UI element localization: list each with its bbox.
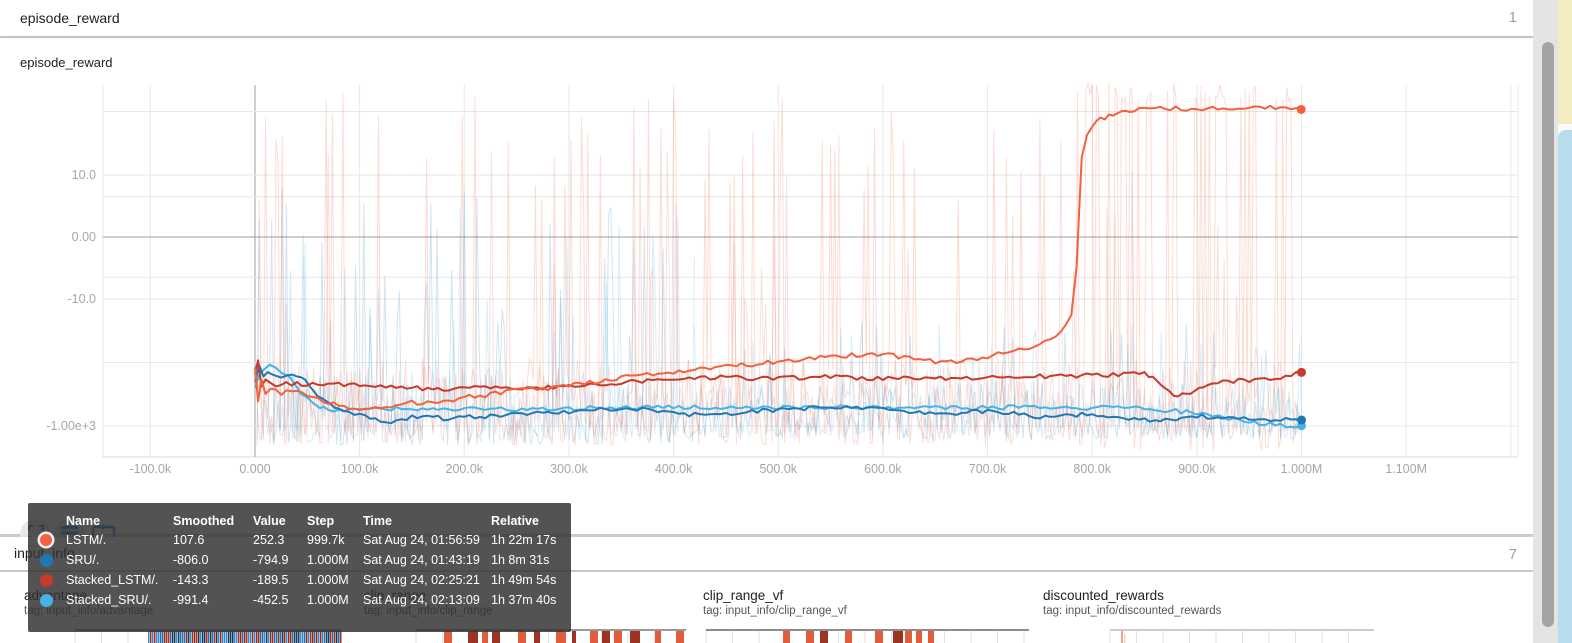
card-title: clip_range_vf — [703, 588, 784, 603]
tooltip-cell-value: 252.3 — [253, 533, 285, 547]
smoothed-line-LSTM/. — [254, 104, 1302, 411]
smoothed-line-SRU/. — [254, 364, 1302, 425]
tooltip-cell-smoothed: -806.0 — [173, 553, 209, 567]
tooltip-row-lstm: LSTM/. 107.6 252.3 999.7k Sat Aug 24, 01:56:… — [28, 530, 571, 550]
col-time: Time — [363, 514, 392, 528]
tooltip-cell-step: 1.000M — [307, 573, 349, 587]
x-tick-label: 500.0k — [759, 462, 797, 476]
tooltip-cell-relative: 1h 49m 54s — [491, 573, 557, 587]
x-tick-label: 200.0k — [446, 462, 484, 476]
scrollbar-thumb[interactable] — [1542, 42, 1554, 627]
tooltip-cell-time: Sat Aug 24, 01:56:59 — [363, 533, 480, 547]
tooltip-cell-smoothed: -143.3 — [173, 573, 209, 587]
tooltip-cell-time: Sat Aug 24, 02:13:09 — [363, 593, 480, 607]
tooltip-cell-value: -794.9 — [253, 553, 289, 567]
section-count-badge: 7 — [1508, 546, 1517, 563]
right-strip-yellow — [1558, 0, 1572, 124]
raw-line-Stacked_LSTM/. — [256, 134, 1302, 438]
tooltip-cell-relative: 1h 22m 17s — [491, 533, 557, 547]
tooltip-cell-smoothed: 107.6 — [173, 533, 205, 547]
raw-series — [256, 81, 1302, 452]
tooltip-cell-step: 1.000M — [307, 593, 349, 607]
card-title: discounted_rewards — [1043, 588, 1164, 603]
col-smoothed: Smoothed — [173, 514, 235, 528]
episode-reward-chart[interactable]: -100.0k 0.000 100.0k 200.0k 300.0k 400.0k 500.… — [0, 38, 1533, 534]
tooltip-row-stackedlstm: Stacked_LSTM/. -143.3 -189.5 1.000M Sat Aug … — [28, 570, 571, 590]
chart-title: episode_reward — [20, 55, 113, 70]
tooltip-cell-step: 999.7k — [307, 533, 345, 547]
mini-charts-strip[interactable] — [0, 625, 1533, 643]
tooltip-cell-name: Stacked_LSTM/. — [66, 573, 159, 587]
mini-chart-clip_range[interactable] — [415, 629, 686, 643]
end-dot-SRU/. — [1297, 415, 1306, 425]
raw-line-SRU/. — [673, 321, 1302, 441]
y-tick-label: 0.00 — [72, 230, 96, 244]
x-tick-label: 600.0k — [864, 462, 902, 476]
vertical-scrollbar[interactable] — [1533, 0, 1558, 643]
raw-line-LSTM/. — [256, 92, 1074, 446]
mini-chart-clip_range_vf[interactable] — [705, 629, 1029, 643]
section-count-badge: 1 — [1508, 9, 1517, 26]
smoothed-series — [254, 104, 1306, 431]
tooltip-row-stackedsru: Stacked_SRU/. -991.4 -452.5 1.000M Sat Aug 2… — [28, 590, 571, 610]
tooltip-cell-name: LSTM/. — [66, 533, 107, 547]
x-tick-label: 0.000 — [239, 462, 270, 476]
tooltip-row-sru: SRU/. -806.0 -794.9 1.000M Sat Aug 24, 01:43… — [28, 550, 571, 570]
chart-tooltip: Name Smoothed Value Step Time Relative L… — [28, 503, 571, 632]
x-tick-label: 1.000M — [1281, 462, 1323, 476]
raw-line-LSTM/. — [1072, 81, 1302, 452]
tooltip-cell-name: Stacked_SRU/. — [66, 593, 152, 607]
x-tick-label: 100.0k — [341, 462, 379, 476]
tooltip-cell-value: -189.5 — [253, 573, 289, 587]
col-relative: Relative — [491, 514, 539, 528]
card-discounted-rewards: discounted_rewards tag: input_info/disco… — [1033, 572, 1363, 643]
x-tick-label: 400.0k — [655, 462, 693, 476]
smoothed-line-Stacked_LSTM/. — [254, 359, 1302, 398]
card-clip-range-vf: clip_range_vf tag: input_info/clip_range… — [693, 572, 1023, 643]
x-tick-label: 800.0k — [1073, 462, 1111, 476]
run-color-swatch — [40, 553, 53, 567]
x-tick-label: -100.0k — [129, 462, 171, 476]
mini-chart-discounted_rewards[interactable] — [1109, 629, 1374, 643]
raw-line-Stacked_SRU/. — [694, 324, 1302, 439]
run-color-swatch — [40, 573, 53, 587]
y-tick-label: -10.0 — [68, 292, 97, 306]
x-tick-label: 1.100M — [1385, 462, 1427, 476]
end-dot-Stacked_LSTM/. — [1297, 367, 1306, 377]
x-tick-label: 700.0k — [969, 462, 1007, 476]
card-tag: tag: input_info/clip_range_vf — [703, 605, 847, 617]
right-edge-strip — [1558, 0, 1572, 643]
right-strip-blue — [1558, 130, 1572, 643]
tooltip-cell-name: SRU/. — [66, 553, 100, 567]
end-dot-LSTM/. — [1296, 104, 1306, 114]
tooltip-cell-time: Sat Aug 24, 02:25:21 — [363, 573, 480, 587]
col-name: Name — [66, 514, 101, 528]
tooltip-cell-relative: 1h 8m 31s — [491, 553, 550, 567]
run-color-swatch — [40, 593, 53, 607]
tooltip-cell-value: -452.5 — [253, 593, 289, 607]
tooltip-cell-relative: 1h 37m 40s — [491, 593, 557, 607]
mini-chart-advantage[interactable] — [74, 629, 342, 643]
y-tick-label: 10.0 — [72, 168, 96, 182]
x-tick-label: 900.0k — [1178, 462, 1216, 476]
tooltip-header-row: Name Smoothed Value Step Time Relative — [28, 512, 571, 530]
chart-grid: -100.0k 0.000 100.0k 200.0k 300.0k 400.0k 500.… — [46, 85, 1519, 476]
episode-reward-card: episode_reward -100.0k 0.000 100.0k 200.0k 3… — [0, 38, 1533, 550]
tooltip-cell-step: 1.000M — [307, 553, 349, 567]
run-color-swatch — [40, 534, 52, 546]
tooltip-cell-time: Sat Aug 24, 01:43:19 — [363, 553, 480, 567]
x-tick-label: 300.0k — [550, 462, 588, 476]
raw-line-SRU/. — [256, 187, 675, 446]
col-step: Step — [307, 514, 335, 528]
col-value: Value — [253, 514, 286, 528]
y-tick-label: -1.00e+3 — [46, 419, 96, 433]
section-header-episode-reward[interactable]: episode_reward 1 — [0, 0, 1533, 36]
tooltip-cell-smoothed: -991.4 — [173, 593, 209, 607]
section-title: episode_reward — [20, 10, 120, 26]
card-tag: tag: input_info/discounted_rewards — [1043, 605, 1222, 617]
